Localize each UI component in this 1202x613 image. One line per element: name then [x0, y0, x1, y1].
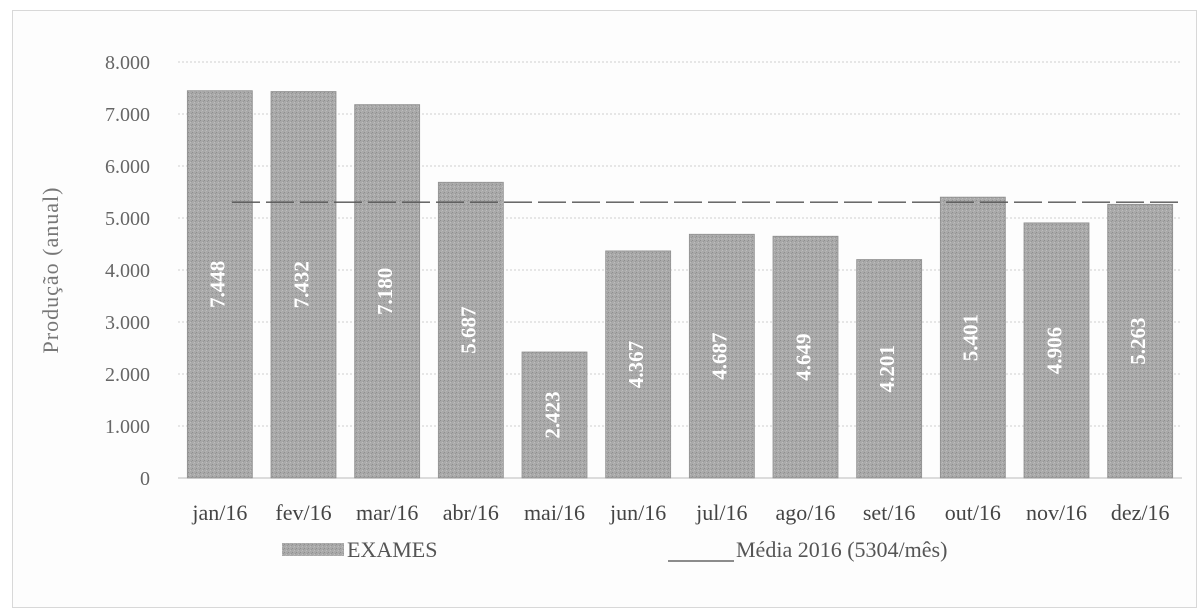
bar [939, 196, 1006, 479]
x-tick-label: jan/16 [191, 500, 247, 525]
x-tick-label: mar/16 [356, 500, 418, 525]
data-label: 7.448 [206, 261, 230, 308]
x-tick-label: jun/16 [609, 500, 666, 525]
data-label: 7.432 [289, 261, 313, 308]
x-tick-label: ago/16 [776, 500, 836, 525]
bar [270, 91, 337, 479]
x-tick-label: dez/16 [1111, 500, 1170, 525]
data-label: 4.649 [791, 334, 815, 381]
bar [521, 351, 588, 479]
y-tick-label: 6.000 [105, 156, 150, 178]
bar [1107, 203, 1174, 479]
data-labels: 7.448 7.432 7.180 5.687 2.423 4.367 4.687 4.649… [206, 261, 1150, 439]
y-tick-label: 3.000 [105, 312, 150, 334]
y-tick-label: 4.000 [105, 260, 150, 282]
data-label: 5.401 [959, 314, 983, 361]
bar [1023, 222, 1090, 479]
legend: EXAMES Média 2016 (5304/mês) [282, 537, 947, 562]
data-label: 4.687 [708, 333, 732, 380]
bar [437, 181, 504, 479]
data-label: 4.201 [875, 345, 899, 392]
bar [605, 250, 672, 479]
legend-swatch-exames [282, 543, 344, 556]
y-tick-label: 2.000 [105, 364, 150, 386]
bar [354, 104, 421, 479]
y-axis-ticks: 0 1.000 2.000 3.000 4.000 5.000 6.000 7.000 8.00… [105, 52, 150, 490]
x-tick-label: mai/16 [524, 500, 585, 525]
y-tick-label: 7.000 [105, 104, 150, 126]
bar [772, 235, 839, 479]
data-label: 7.180 [373, 268, 397, 315]
grid-lines [178, 61, 1182, 479]
y-tick-label: 1.000 [105, 416, 150, 438]
x-tick-label: jul/16 [695, 500, 747, 525]
bars [186, 90, 1174, 479]
x-tick-label: fev/16 [275, 500, 331, 525]
y-axis-label: Produção (anual) [38, 187, 63, 354]
y-tick-label: 8.000 [105, 52, 150, 74]
bar [186, 90, 253, 479]
data-label: 5.263 [1126, 318, 1150, 365]
data-label: 5.687 [457, 307, 481, 354]
legend-label-exames: EXAMES [347, 537, 437, 562]
x-tick-label: abr/16 [443, 500, 499, 525]
bar [856, 259, 923, 479]
x-tick-label: nov/16 [1026, 500, 1087, 525]
data-label: 4.367 [624, 341, 648, 388]
x-tick-label: set/16 [863, 500, 916, 525]
data-label: 2.423 [540, 391, 564, 438]
x-tick-label: out/16 [945, 500, 1001, 525]
legend-label-media: Média 2016 (5304/mês) [736, 537, 947, 562]
bar [688, 233, 755, 479]
y-tick-label: 0 [140, 468, 150, 490]
x-axis-ticks: jan/16 fev/16 mar/16 abr/16 mai/16 jun/16 jul/… [191, 500, 1169, 525]
y-tick-label: 5.000 [105, 208, 150, 230]
data-label: 4.906 [1042, 327, 1066, 374]
